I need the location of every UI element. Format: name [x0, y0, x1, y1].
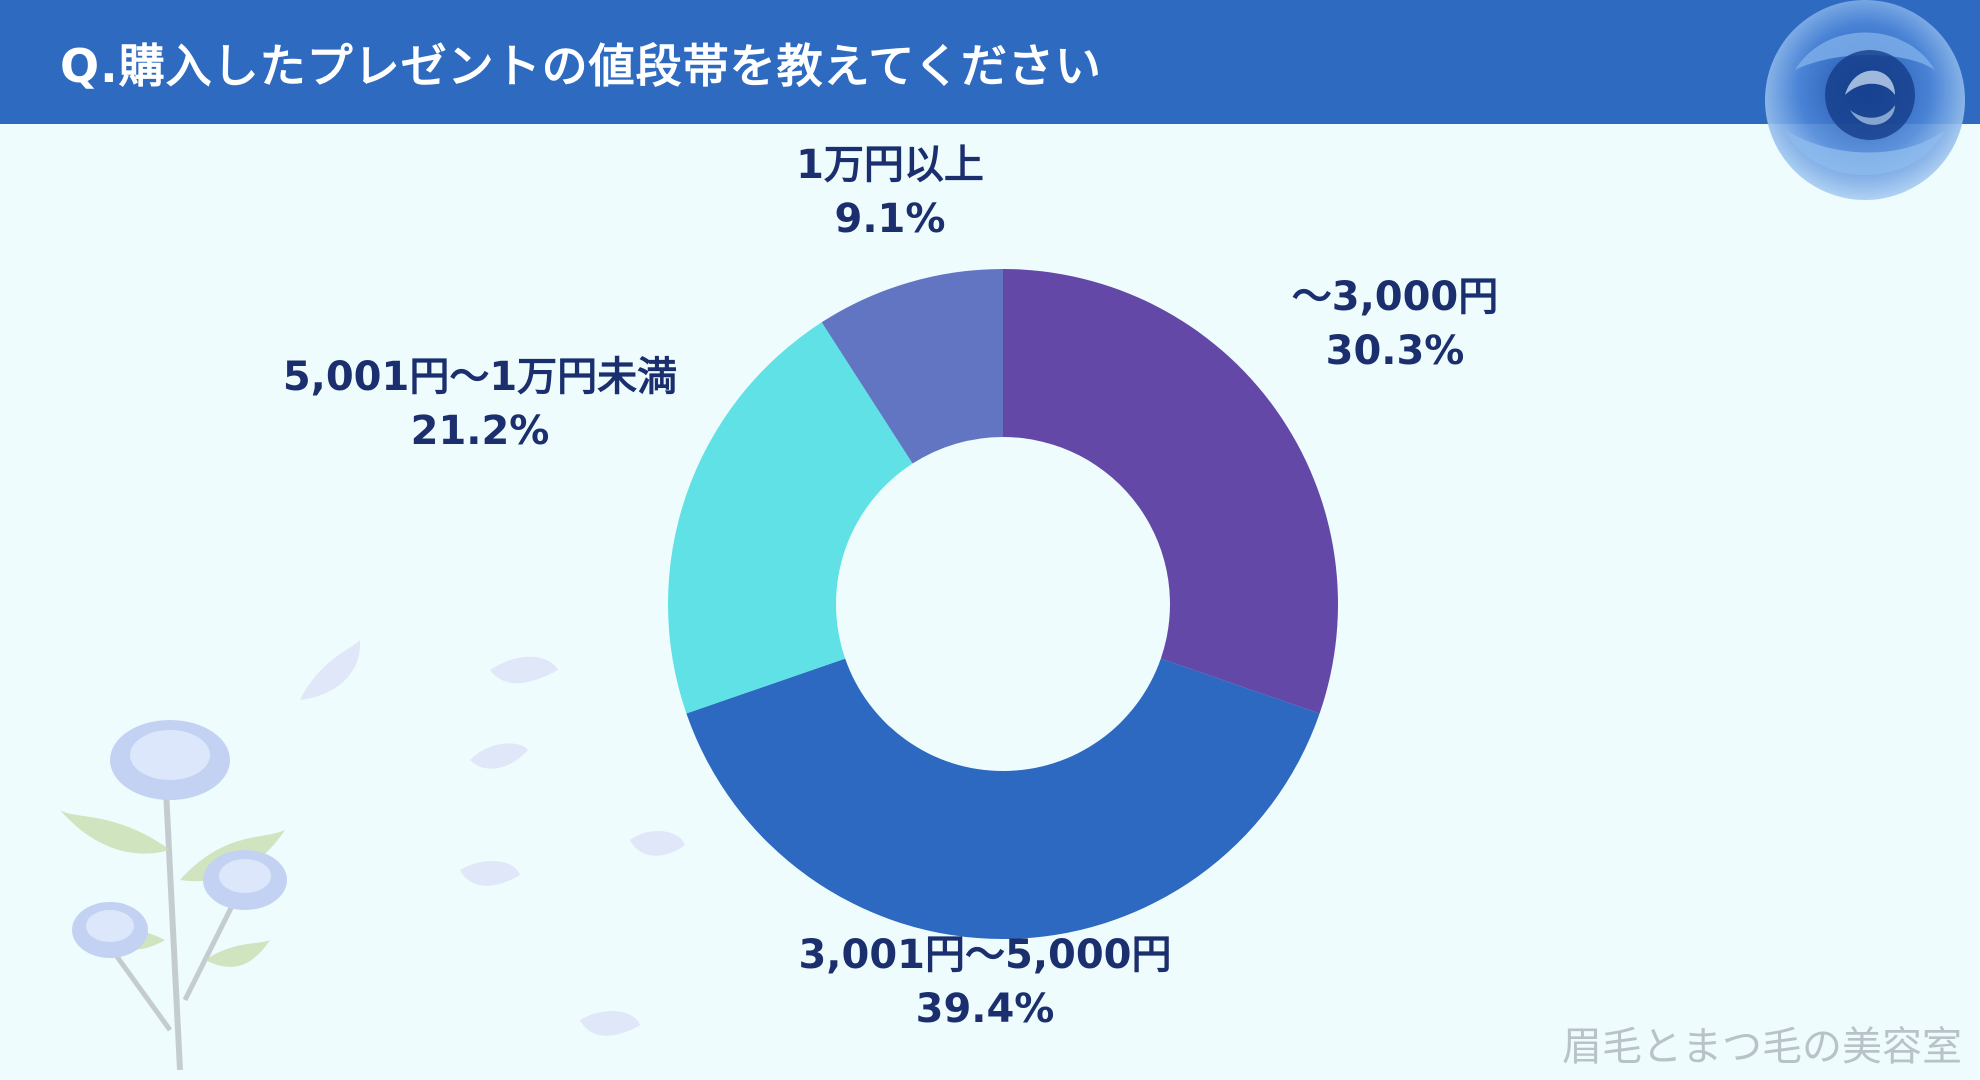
donut-slice	[821, 269, 1003, 464]
slice-percent-label: 39.4%	[916, 986, 1055, 1032]
slice-percent-label: 9.1%	[835, 196, 946, 242]
page-title: Q.購入したプレゼントの値段帯を教えてください	[60, 39, 1102, 93]
slice-percent-label: 30.3%	[1326, 328, 1465, 374]
donut-slice	[686, 658, 1320, 939]
slice-category-label: ～3,000円	[1292, 274, 1499, 320]
donut-slice	[668, 322, 913, 714]
slice-percent-label: 21.2%	[411, 408, 550, 454]
title-bar: Q.購入したプレゼントの値段帯を教えてください	[0, 0, 1980, 124]
donut-slice	[1003, 269, 1338, 714]
blue-rose-icon	[1765, 0, 1965, 200]
slice-category-label: 1万円以上	[796, 142, 984, 188]
slice-category-label: 3,001円～5,000円	[798, 932, 1171, 978]
watermark: 眉毛とまつ毛の美容室	[1562, 1024, 1962, 1070]
slice-category-label: 5,001円～1万円未満	[283, 354, 677, 400]
petal-icon	[300, 640, 685, 1036]
rose-bouquet-icon	[60, 720, 287, 1071]
